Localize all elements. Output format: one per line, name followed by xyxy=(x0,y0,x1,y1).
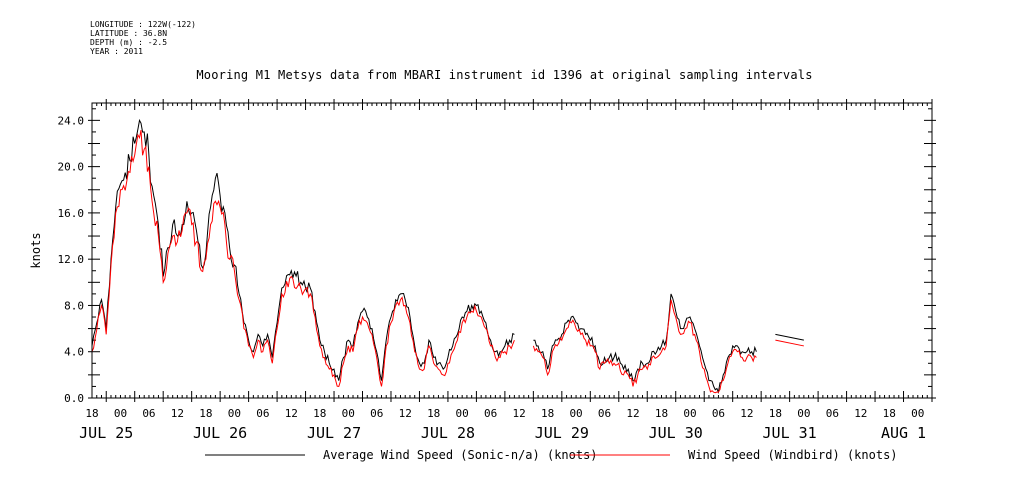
x-day-label: JUL 30 xyxy=(649,424,703,442)
x-hour-label: 06 xyxy=(370,407,383,420)
x-hour-label: 00 xyxy=(569,407,582,420)
x-hour-label: 18 xyxy=(85,407,98,420)
x-hour-label: 06 xyxy=(712,407,725,420)
x-hour-label: 12 xyxy=(285,407,298,420)
x-hour-label: 00 xyxy=(114,407,127,420)
x-hour-label: 12 xyxy=(399,407,412,420)
x-hour-label: 18 xyxy=(199,407,212,420)
x-hour-label: 12 xyxy=(626,407,639,420)
x-hour-label: 06 xyxy=(256,407,269,420)
x-day-label: JUL 28 xyxy=(421,424,475,442)
x-hour-label: 18 xyxy=(541,407,554,420)
metadata-block: LONGITUDE : 122W(-122) LATITUDE : 36.8N … xyxy=(90,20,196,56)
y-tick-label: 8.0 xyxy=(64,299,84,312)
series-layer xyxy=(91,118,804,395)
chart-title: Mooring M1 Metsys data from MBARI instru… xyxy=(196,68,813,82)
y-tick-label: 0.0 xyxy=(64,392,84,405)
x-hour-label: 18 xyxy=(655,407,668,420)
x-day-label: JUL 25 xyxy=(79,424,133,442)
x-day-label: AUG 1 xyxy=(881,424,926,442)
x-day-label: JUL 31 xyxy=(763,424,817,442)
x-hour-label: 06 xyxy=(598,407,611,420)
y-tick-label: 16.0 xyxy=(58,207,85,220)
series-line-1 xyxy=(91,130,515,387)
x-hour-label: 12 xyxy=(171,407,184,420)
x-hour-label: 00 xyxy=(342,407,355,420)
y-tick-label: 12.0 xyxy=(58,253,85,266)
x-hour-label: 00 xyxy=(228,407,241,420)
legend-label-average: Average Wind Speed (Sonic-n/a) (knots) xyxy=(323,448,598,462)
year-label: YEAR : 2011 xyxy=(90,47,143,56)
series-line-1 xyxy=(532,299,757,394)
series-line-0 xyxy=(91,118,515,381)
gap-line-0 xyxy=(775,333,804,341)
y-axis-label: knots xyxy=(29,232,43,268)
x-hour-label: 06 xyxy=(826,407,839,420)
plot-frame xyxy=(91,102,933,399)
x-hour-label: 00 xyxy=(797,407,810,420)
x-hour-label: 12 xyxy=(740,407,753,420)
x-hour-label: 00 xyxy=(683,407,696,420)
legend-label-windbird: Wind Speed (Windbird) (knots) xyxy=(688,448,898,462)
longitude-label: LONGITUDE : 122W(-122) xyxy=(90,20,196,29)
y-tick-label: 20.0 xyxy=(58,161,85,174)
x-hour-label: 12 xyxy=(512,407,525,420)
x-hour-label: 00 xyxy=(911,407,924,420)
latitude-label: LATITUDE : 36.8N xyxy=(90,29,168,38)
x-hour-label: 06 xyxy=(484,407,497,420)
x-hour-label: 18 xyxy=(427,407,440,420)
x-day-label: JUL 29 xyxy=(535,424,589,442)
series-line-0 xyxy=(533,293,757,395)
axis-labels: 0.0 4.0 8.0 12.0 16.0 20.0 24.0 18 00 06 12 18 00 06 1… xyxy=(58,114,927,442)
x-hour-label: 06 xyxy=(142,407,155,420)
x-day-label: JUL 26 xyxy=(193,424,247,442)
y-tick-label: 4.0 xyxy=(64,346,84,359)
depth-label: DEPTH (m) : -2.5 xyxy=(90,38,168,47)
y-tick-label: 24.0 xyxy=(58,114,85,127)
legend: Average Wind Speed (Sonic-n/a) (knots) W… xyxy=(205,448,898,462)
x-hour-label: 18 xyxy=(769,407,782,420)
axis-ticks xyxy=(88,99,936,402)
gap-line-1 xyxy=(775,339,804,347)
x-day-label: JUL 27 xyxy=(307,424,361,442)
x-hour-label: 18 xyxy=(883,407,896,420)
x-hour-label: 00 xyxy=(456,407,469,420)
x-hour-label: 18 xyxy=(313,407,326,420)
x-hour-label: 12 xyxy=(854,407,867,420)
